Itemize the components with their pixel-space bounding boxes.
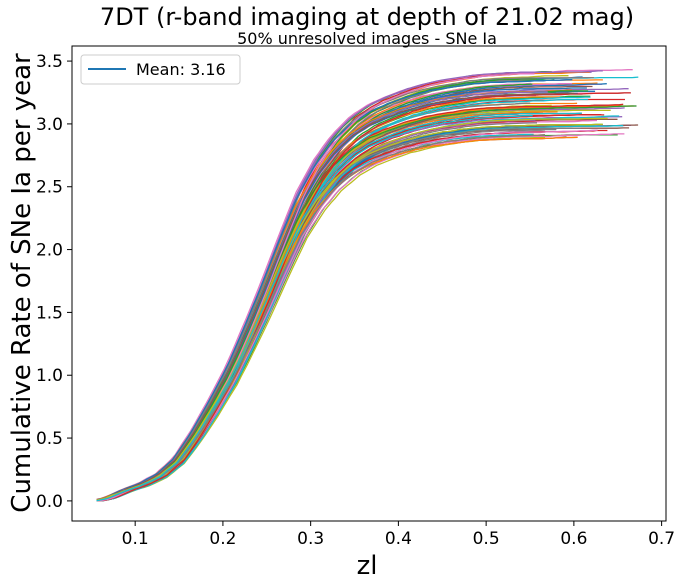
series-line [96, 129, 608, 501]
y-axis-label: Cumulative Rate of SNe Ia per year [7, 53, 37, 513]
x-tick-label: 0.3 [297, 529, 324, 549]
legend: Mean: 3.16 [80, 54, 241, 85]
series-lines [96, 69, 639, 502]
y-tick-label: 1.5 [36, 303, 63, 323]
series-line [96, 123, 603, 501]
series-line [96, 83, 533, 502]
x-axis-ticks: 0.1 0.2 0.3 0.4 0.5 0.6 0.7 [122, 521, 674, 549]
x-tick-label: 0.1 [122, 529, 149, 549]
series-line [96, 96, 591, 502]
y-tick-label: 2.5 [36, 178, 63, 198]
series-line [96, 92, 575, 501]
x-tick-label: 0.5 [473, 529, 500, 549]
series-line [96, 134, 546, 502]
x-tick-label: 0.4 [385, 529, 412, 549]
series-line [96, 127, 630, 502]
chart-title: 7DT (r-band imaging at depth of 21.02 ma… [100, 3, 634, 31]
y-tick-label: 3.5 [36, 52, 63, 72]
series-line [96, 125, 624, 502]
x-tick-label: 0.7 [648, 529, 674, 549]
y-tick-label: 2.0 [36, 241, 63, 261]
series-line [96, 118, 618, 502]
series-line [96, 124, 639, 501]
series-line [96, 133, 625, 502]
y-tick-label: 0.5 [36, 429, 63, 449]
plot-frame [71, 45, 667, 522]
y-tick-label: 1.0 [36, 366, 63, 386]
series-line [96, 79, 603, 501]
series-line [96, 116, 623, 501]
series-line [96, 82, 532, 502]
series-line [96, 79, 573, 501]
series-line [96, 76, 594, 501]
y-tick-label: 0.0 [36, 492, 63, 512]
series-line [96, 134, 618, 502]
series-line [96, 112, 582, 502]
series-line [96, 117, 608, 502]
series-line [96, 83, 607, 502]
series-line [96, 118, 608, 502]
y-tick-label: 3.0 [36, 115, 63, 135]
x-tick-label: 0.2 [209, 529, 236, 549]
series-line [96, 92, 631, 502]
y-axis-ticks: 0.0 0.5 1.0 1.5 2.0 2.5 3.0 3.5 [36, 52, 72, 512]
x-axis-label: zl [357, 551, 378, 581]
series-line [96, 82, 598, 502]
legend-label-mean: Mean: 3.16 [136, 60, 226, 79]
series-line [96, 124, 632, 501]
series-line [96, 107, 563, 502]
x-tick-label: 0.6 [560, 529, 587, 549]
series-line [96, 87, 587, 502]
legend-box [80, 54, 241, 85]
chart-subtitle: 50% unresolved images - SNe Ia [237, 29, 497, 48]
